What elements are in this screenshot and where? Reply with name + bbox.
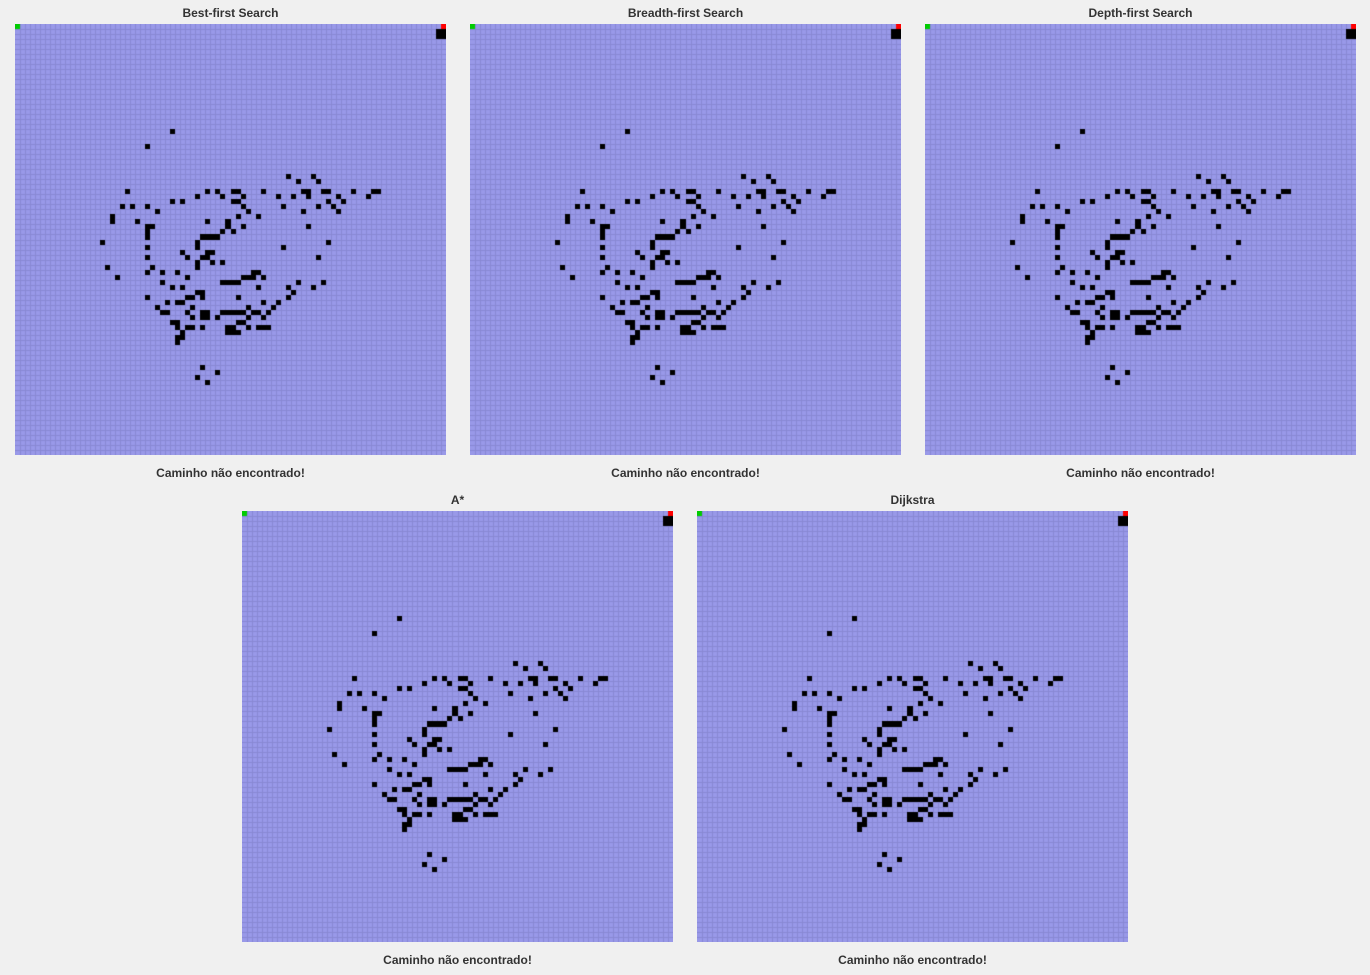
status-message: Caminho não encontrado! — [838, 953, 987, 967]
grid-canvas-depth-first-search[interactable] — [925, 24, 1356, 455]
grid-canvas-a-star[interactable] — [242, 511, 673, 942]
status-message: Caminho não encontrado! — [156, 466, 305, 480]
grid-canvas-dijkstra[interactable] — [697, 511, 1128, 942]
status-message: Caminho não encontrado! — [1066, 466, 1215, 480]
panel-title: Best-first Search — [182, 6, 279, 20]
grid-canvas-best-first-search[interactable] — [15, 24, 446, 455]
status-message: Caminho não encontrado! — [611, 466, 760, 480]
panel-title: Depth-first Search — [1088, 6, 1193, 20]
panel-title: A* — [450, 493, 465, 507]
panel-title: Breadth-first Search — [627, 6, 744, 20]
panel-title: Dijkstra — [890, 493, 935, 507]
status-message: Caminho não encontrado! — [383, 953, 532, 967]
grid-canvas-breadth-first-search[interactable] — [470, 24, 901, 455]
